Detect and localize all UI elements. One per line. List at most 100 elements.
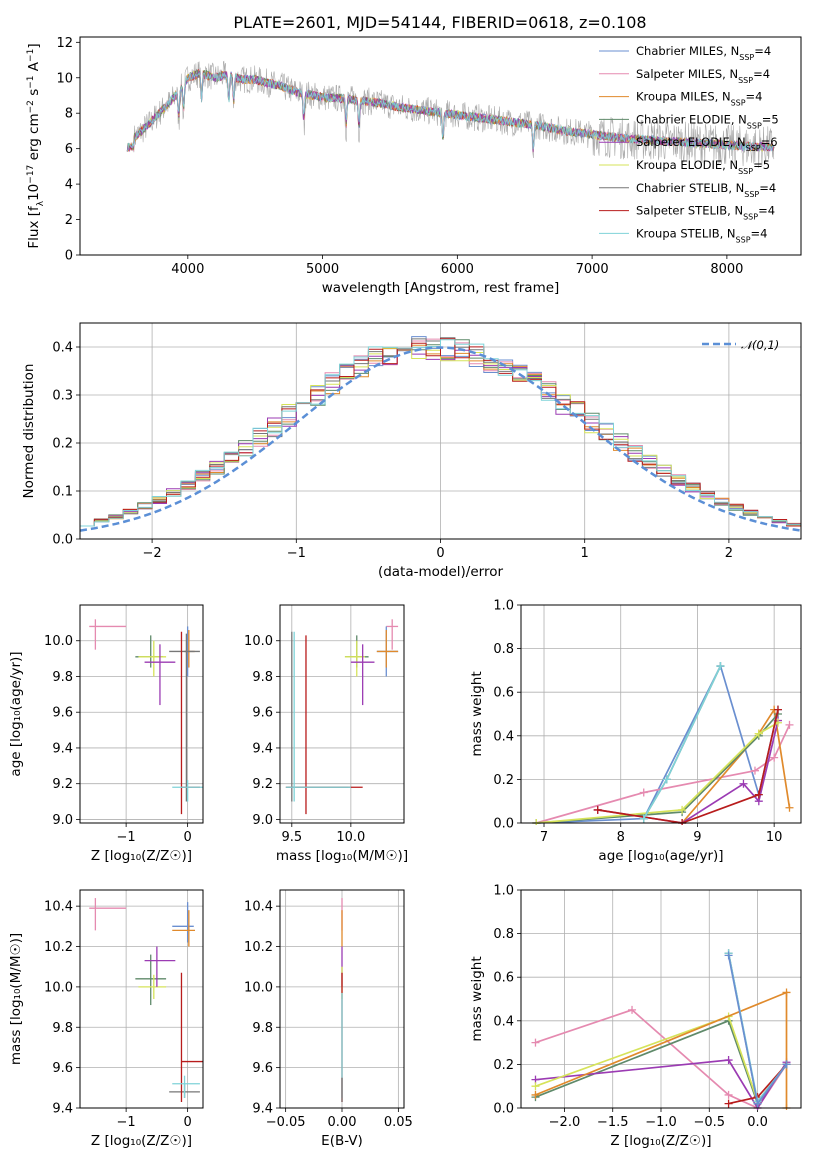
plot-frame [79, 889, 204, 1109]
x-tick-label: −2.0 [549, 1115, 581, 1130]
y-tick-label: 10.0 [244, 980, 273, 995]
x-tick-label: 0.0 [747, 1115, 768, 1130]
x-tick-label: 1 [581, 546, 589, 561]
legend-entry: Chabrier STELIB, NSSP=4 [636, 181, 776, 199]
x-tick-label: 7 [540, 830, 548, 845]
weight-marker [531, 1082, 540, 1091]
y-tick-label: 9.4 [252, 741, 273, 756]
data-point-errorbar [138, 974, 167, 999]
x-axis-label: wavelength [Angstrom, rest frame] [322, 280, 560, 296]
x-tick-label: 8 [617, 830, 625, 845]
y-tick-label: 0.2 [52, 437, 73, 452]
data-point-errorbar [180, 972, 203, 1102]
data-point-errorbar [172, 902, 194, 943]
y-tick-label: 10.0 [244, 634, 273, 649]
weight-marker [753, 1099, 762, 1108]
weight-marker [724, 1090, 733, 1099]
legend-entry: Salpeter STELIB, NSSP=4 [636, 204, 775, 222]
plot-frame [79, 322, 802, 540]
y-tick-label: 6 [65, 142, 73, 157]
normal-curve [80, 346, 801, 532]
y-tick-label: 10.0 [44, 634, 73, 649]
y-tick-label: 9.8 [52, 670, 73, 685]
data-point-errorbar [350, 644, 375, 706]
y-tick-label: 10 [56, 71, 73, 86]
data-point-errorbar [344, 640, 366, 677]
observed-spectrum [133, 60, 775, 169]
weight-line [536, 713, 779, 824]
y-tick-label: 9.4 [52, 741, 73, 756]
weight-marker [639, 814, 648, 823]
y-tick-label: 0.0 [493, 1102, 514, 1117]
legend-entry: 𝒩(0,1) [741, 338, 779, 352]
data-point-errorbar [138, 640, 167, 677]
y-tick-label: 12 [56, 36, 73, 51]
legend-entry: Kroupa STELIB, NSSP=4 [636, 226, 767, 244]
weight-marker [662, 775, 671, 784]
y-tick-label: 0.6 [493, 971, 514, 986]
data-point-errorbar [172, 910, 196, 947]
y-tick-label: 0.8 [493, 927, 514, 942]
axes-mass-ebv: −0.05 0.00 0.05 9.4 9.6 9.8 10.0 10.2 10.4 E(B-V) [244, 889, 413, 1149]
y-tick-label: 10.4 [244, 900, 273, 915]
y-tick-label: 0.4 [493, 1014, 514, 1029]
y-tick-label: 0.8 [493, 642, 514, 657]
y-tick-label: 9.8 [52, 1021, 73, 1036]
weight-marker [678, 805, 687, 814]
x-tick-label: 0.00 [328, 1115, 357, 1130]
data-point-errorbar [144, 644, 176, 706]
axes-weight-age: 7 8 9 10 0.0 0.2 0.4 0.6 0.8 1.0 age [log₁₀(age/yr… [469, 599, 802, 864]
weight-marker [724, 1099, 733, 1108]
weight-marker [739, 779, 748, 788]
histogram-kroupa-stelib [80, 339, 801, 527]
y-tick-label: 10.2 [44, 940, 73, 955]
weight-series [724, 951, 791, 1108]
weight-line [536, 724, 791, 824]
weight-marker [770, 753, 779, 762]
x-axis-label: Z [log₁₀(Z/Z☉)] [91, 1133, 192, 1149]
model-spectrum-line [126, 71, 775, 152]
y-tick-label: 9.4 [252, 1102, 273, 1117]
x-tick-label: 9 [693, 830, 701, 845]
y-tick-label: 9.2 [52, 777, 73, 792]
y-tick-label: 1.0 [493, 884, 514, 899]
x-tick-label: −1 [117, 830, 136, 845]
y-axis-label: mass [log₁₀(M/M☉)] [8, 933, 24, 1065]
weight-marker [773, 705, 782, 714]
weight-marker [782, 988, 791, 997]
legend-entry: Chabrier ELODIE, NSSP=5 [636, 112, 779, 129]
y-tick-label: 0.4 [493, 729, 514, 744]
y-tick-label: 10.0 [44, 980, 73, 995]
y-tick-label: 9.6 [252, 1061, 273, 1076]
x-tick-label: −1.0 [645, 1115, 677, 1130]
x-axis-label: Z [log₁₀(Z/Z☉)] [91, 848, 192, 864]
x-tick-label: −2 [143, 546, 162, 561]
weight-marker [593, 805, 602, 814]
axes-mass-Z: −1 0 9.4 9.6 9.8 10.0 10.2 10.4 Z [log₁₀(Z/Z☉)] m… [8, 889, 204, 1149]
y-tick-label: 0.0 [493, 817, 514, 832]
weight-series [532, 710, 782, 825]
x-axis-label: (data-model)/error [378, 564, 504, 580]
x-tick-label: 10.0 [336, 830, 365, 845]
x-tick-label: 5000 [306, 262, 339, 277]
data-point-errorbar [144, 946, 176, 987]
x-tick-label: 0 [183, 1115, 191, 1130]
x-tick-label: 4000 [171, 262, 204, 277]
plot-frame [79, 604, 204, 824]
y-axis-label: Normed distribution [21, 364, 37, 499]
x-axis-label: Z [log₁₀(Z/Z☉)] [610, 1133, 711, 1149]
x-tick-label: 9.5 [281, 830, 302, 845]
weight-series [593, 705, 782, 825]
data-point-errorbar [135, 954, 167, 1006]
data-point-errorbar [89, 898, 127, 931]
y-tick-label: 0.1 [52, 485, 73, 500]
y-tick-label: 9.0 [52, 813, 73, 828]
x-tick-label: 10 [766, 830, 783, 845]
weight-series [532, 662, 782, 825]
axes-age-mass: 9.5 10.0 9.0 9.2 9.4 9.6 9.8 10.0 mass [log₁₀(M/… [244, 604, 408, 864]
weight-marker [724, 951, 733, 960]
weight-marker [750, 766, 759, 775]
weight-marker [628, 1005, 637, 1014]
y-tick-label: 0.0 [52, 533, 73, 548]
